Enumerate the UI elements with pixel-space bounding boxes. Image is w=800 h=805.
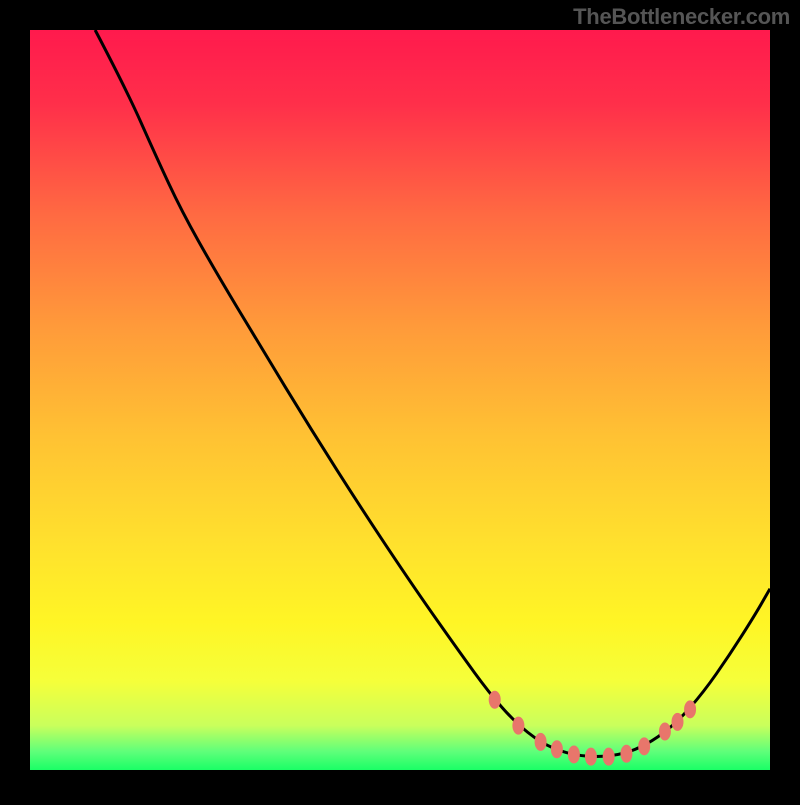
curve-marker: [512, 717, 524, 735]
curve-marker: [659, 723, 671, 741]
bottleneck-chart: TheBottlenecker.com: [0, 0, 800, 800]
curve-marker: [672, 713, 684, 731]
attribution-label: TheBottlenecker.com: [573, 4, 790, 30]
curve-marker: [551, 740, 563, 758]
curve-marker: [684, 700, 696, 718]
curve-marker: [535, 733, 547, 751]
chart-svg: [0, 0, 800, 800]
curve-marker: [585, 748, 597, 766]
curve-marker: [489, 691, 501, 709]
curve-marker: [568, 745, 580, 763]
plot-background: [30, 30, 770, 770]
curve-marker: [603, 748, 615, 766]
curve-marker: [620, 745, 632, 763]
curve-marker: [638, 737, 650, 755]
